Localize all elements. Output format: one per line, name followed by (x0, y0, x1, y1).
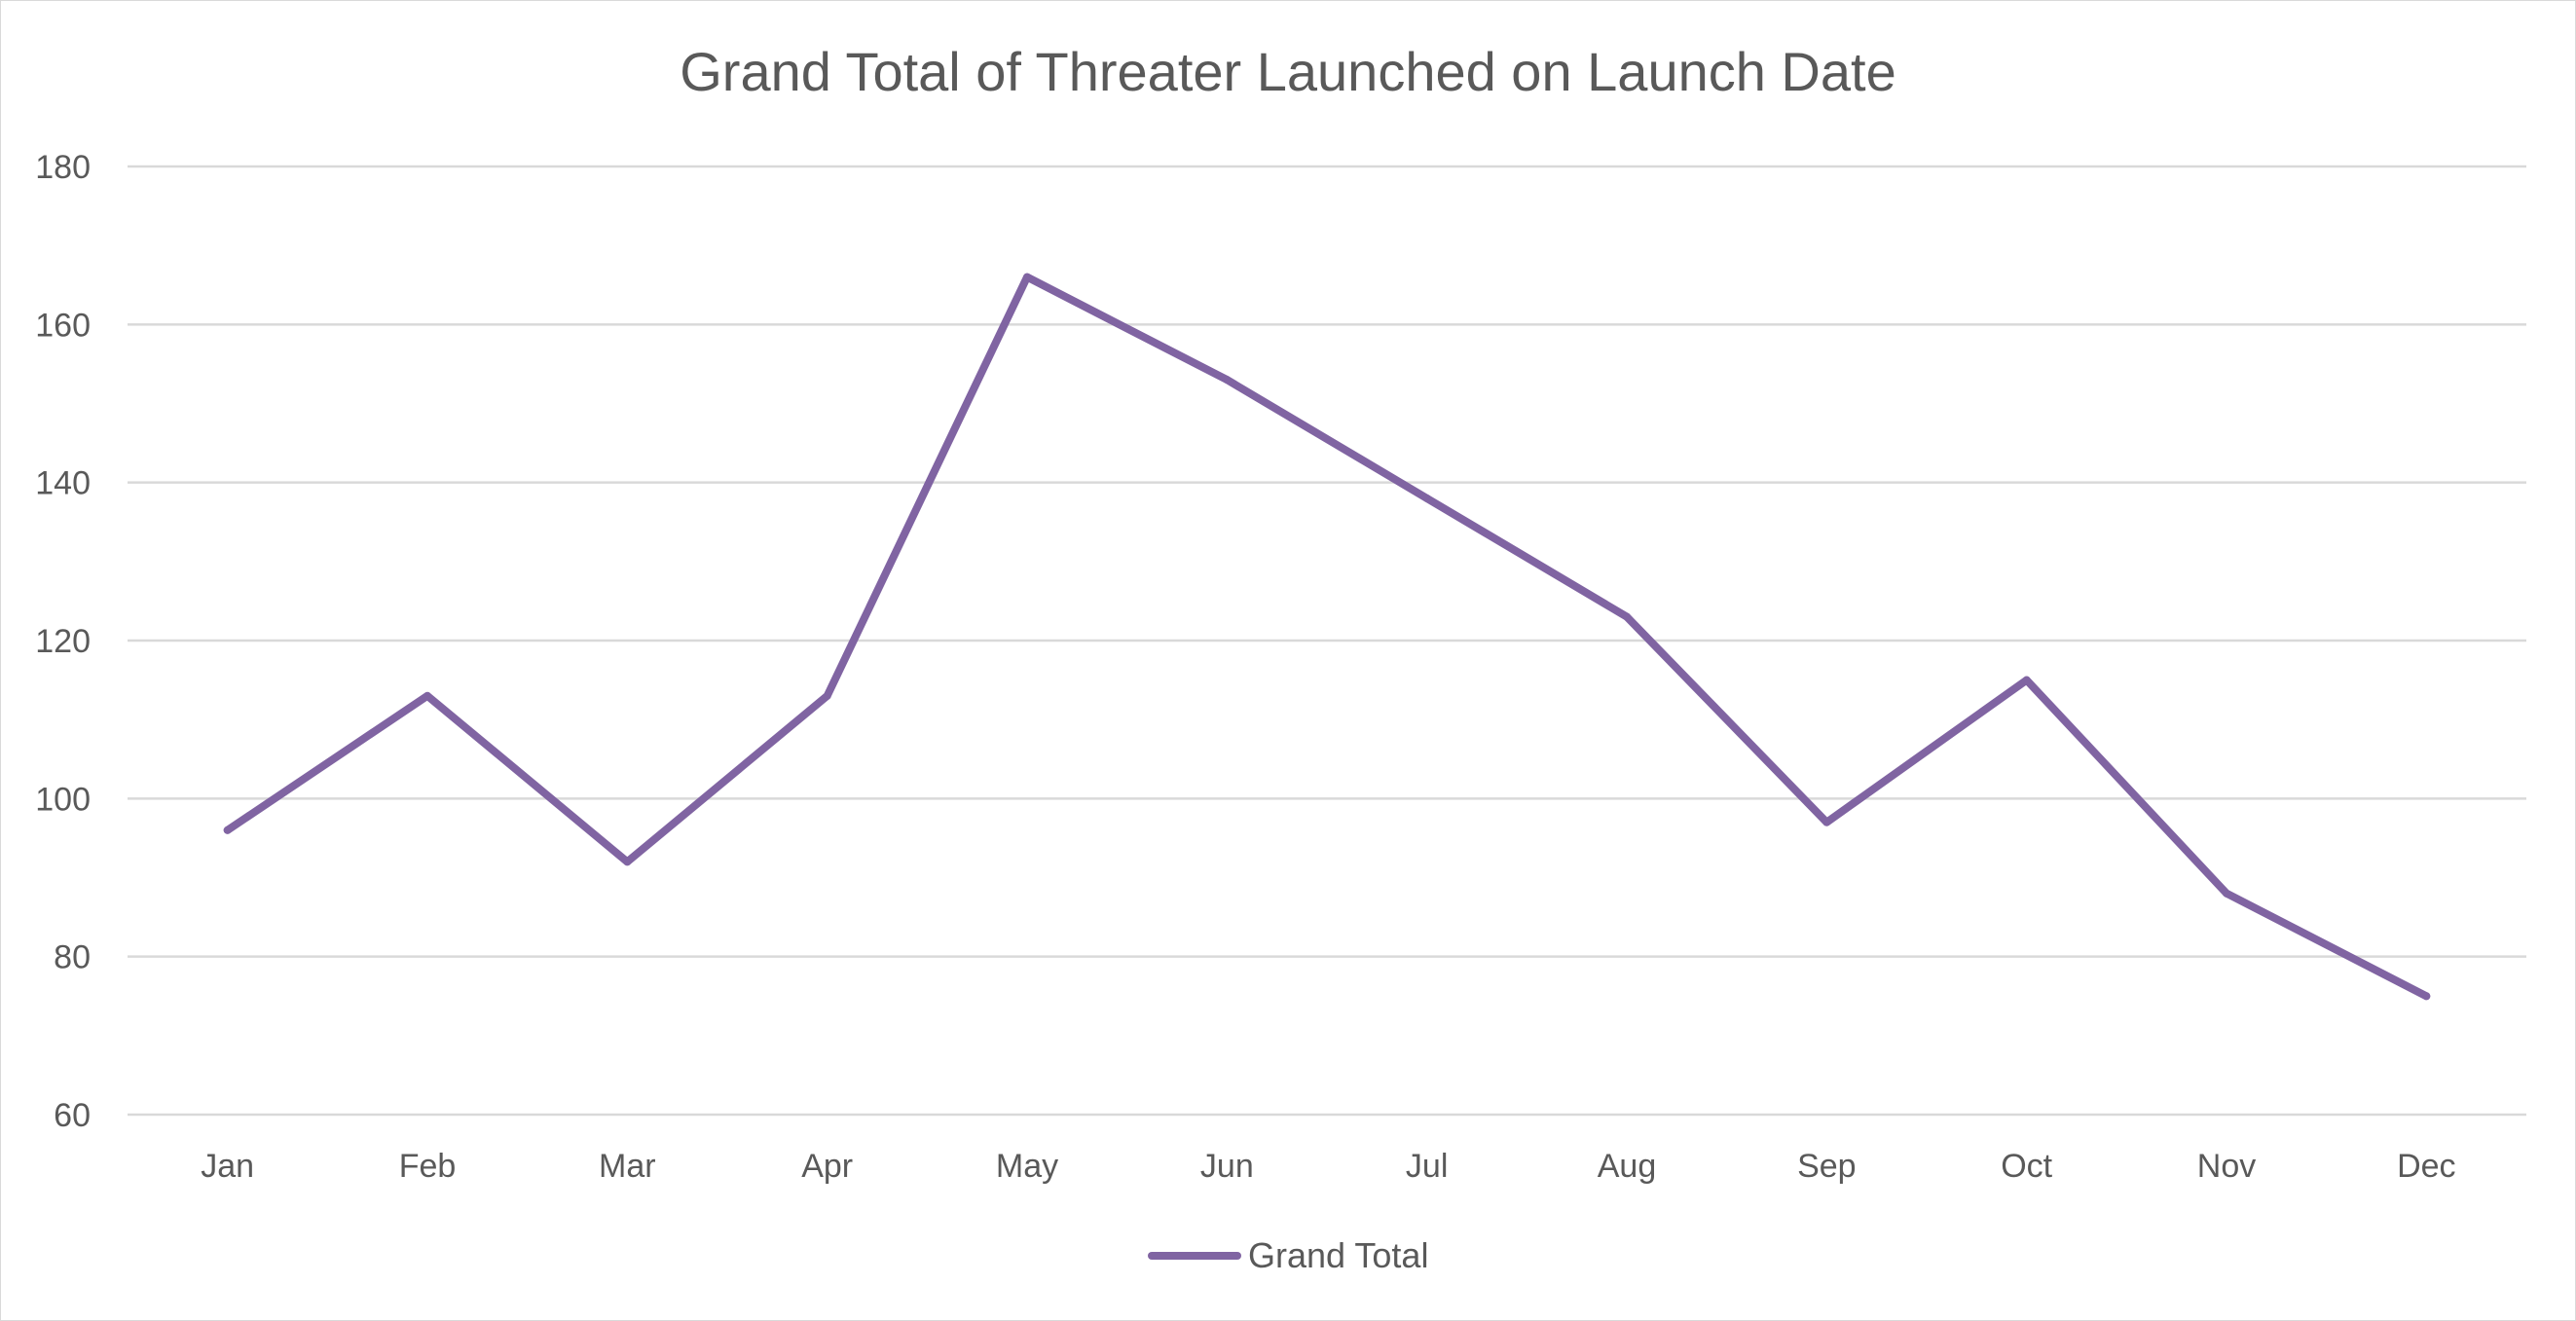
data-point-jul (1422, 494, 1431, 502)
y-tick-label: 180 (35, 149, 91, 186)
y-tick-label: 100 (35, 781, 91, 818)
data-point-aug (1623, 612, 1631, 621)
y-tick-label: 60 (54, 1097, 91, 1134)
x-tick-label: Apr (801, 1148, 853, 1185)
series-line-grand-total (223, 273, 2431, 1001)
data-point-apr (823, 691, 831, 700)
series-layer (223, 273, 2431, 1001)
chart-title: Grand Total of Threater Launched on Laun… (680, 41, 1895, 102)
data-point-jan (223, 826, 232, 834)
x-tick-label: Feb (399, 1148, 457, 1185)
data-point-feb (423, 691, 431, 700)
y-tick-label: 140 (35, 465, 91, 502)
legend-label-grand-total: Grand Total (1248, 1235, 1428, 1275)
x-tick-label: Oct (2001, 1148, 2052, 1185)
data-point-nov (2223, 889, 2230, 898)
legend: Grand Total (1148, 1235, 1428, 1275)
data-point-sep (1822, 818, 1831, 826)
x-tick-label: Nov (2197, 1148, 2256, 1185)
y-axis-ticks: 60 80 100 120 140 160 180 (35, 149, 91, 1134)
x-tick-label: Dec (2397, 1148, 2455, 1185)
data-point-mar (623, 858, 632, 866)
x-tick-label: Jul (1406, 1148, 1448, 1185)
data-point-jun (1223, 376, 1232, 385)
gridlines (128, 165, 2526, 1117)
x-axis-ticks: Jan Feb Mar Apr May Jun Jul Aug Sep Oct Nov Dec (201, 1148, 2455, 1185)
x-tick-label: Mar (599, 1148, 656, 1185)
x-tick-label: Jan (201, 1148, 254, 1185)
data-point-oct (2022, 676, 2031, 684)
x-tick-label: Jun (1200, 1148, 1254, 1185)
x-tick-label: Aug (1598, 1148, 1657, 1185)
x-tick-label: Sep (1797, 1148, 1857, 1185)
y-tick-label: 120 (35, 623, 91, 660)
x-tick-label: May (996, 1148, 1058, 1185)
y-tick-label: 80 (54, 939, 91, 976)
data-point-may (1023, 273, 1031, 281)
data-point-dec (2422, 992, 2431, 1001)
y-tick-label: 160 (35, 307, 91, 344)
